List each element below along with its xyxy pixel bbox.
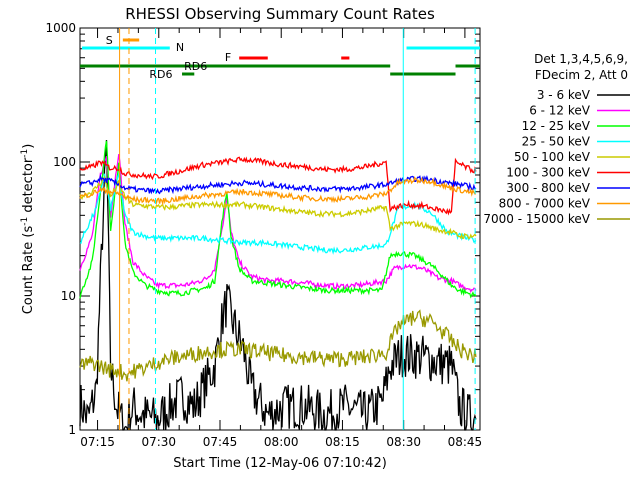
series-line-1 bbox=[79, 154, 477, 293]
series-line-5 bbox=[79, 156, 477, 216]
series-line-6 bbox=[79, 173, 477, 195]
legend-label-2: 12 - 25 keV bbox=[522, 119, 591, 133]
y-tick-label: 10 bbox=[61, 289, 76, 303]
series-line-2 bbox=[79, 140, 477, 299]
x-tick-label: 08:45 bbox=[448, 435, 483, 449]
plot-frame bbox=[79, 27, 481, 431]
legend-header-1: Det 1,3,4,5,6,9, bbox=[534, 52, 628, 66]
y-label-sup1: -1 bbox=[20, 217, 30, 226]
series-line-7 bbox=[79, 176, 477, 206]
f-label: F bbox=[225, 51, 231, 64]
series-line-8 bbox=[79, 309, 477, 382]
legend-label-1: 6 - 12 keV bbox=[529, 104, 591, 118]
legend-label-6: 300 - 800 keV bbox=[506, 181, 590, 195]
chart-title: RHESSI Observing Summary Count Rates bbox=[125, 5, 435, 23]
legend-label-7: 800 - 7000 keV bbox=[499, 197, 591, 211]
y-label-sup2: -1 bbox=[20, 149, 30, 158]
n-label: N bbox=[176, 41, 184, 54]
y-label-end: ) bbox=[21, 144, 36, 149]
legend-label-3: 25 - 50 keV bbox=[522, 135, 591, 149]
series-line-4 bbox=[79, 175, 477, 240]
rd-label-2: RD6 bbox=[149, 68, 172, 81]
rd-label-1: RD6 bbox=[184, 60, 207, 73]
legend-label-0: 3 - 6 keV bbox=[537, 88, 591, 102]
x-axis: 07:15 07:30 07:45 08:00 08:15 08:30 08:45 bbox=[80, 28, 482, 449]
legend-label-5: 100 - 300 keV bbox=[506, 166, 590, 180]
series-lines bbox=[79, 139, 477, 431]
legend-label-4: 50 - 100 keV bbox=[514, 150, 591, 164]
x-tick-label: 08:30 bbox=[386, 435, 421, 449]
y-label-mid: detector bbox=[21, 157, 36, 217]
y-tick-label: 1000 bbox=[45, 21, 76, 35]
y-tick-label: 100 bbox=[53, 155, 76, 169]
y-tick-label: 1 bbox=[68, 423, 76, 437]
y-axis-label: Count Rate (s-1 detector-1) bbox=[20, 144, 36, 315]
x-axis-label: Start Time (12-May-06 07:10:42) bbox=[173, 456, 387, 471]
series-line-0 bbox=[79, 139, 477, 431]
x-tick-label: 07:15 bbox=[80, 435, 115, 449]
x-tick-label: 07:30 bbox=[141, 435, 176, 449]
s-label: S bbox=[106, 34, 113, 47]
x-tick-label: 08:00 bbox=[264, 435, 299, 449]
y-label-main: Count Rate (s bbox=[21, 226, 36, 315]
series-line-3 bbox=[79, 172, 477, 255]
x-tick-label: 07:45 bbox=[203, 435, 238, 449]
x-tick-label: 08:15 bbox=[325, 435, 360, 449]
observing-annotations: S N F RD6 RD6 bbox=[80, 28, 480, 430]
legend-label-8: 7000 - 15000 keV bbox=[483, 212, 590, 226]
legend-header-2: FDecim 2, Att 0 bbox=[535, 68, 628, 82]
